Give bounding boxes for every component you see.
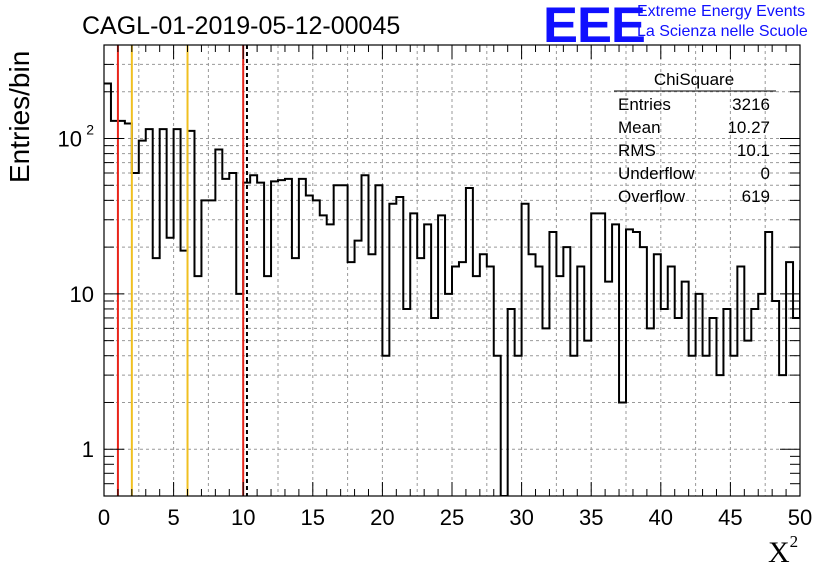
stats-label: Underflow [618, 164, 695, 183]
stats-value: 10.27 [727, 118, 770, 137]
stats-value: 10.1 [737, 141, 770, 160]
histogram-line [104, 82, 800, 496]
y-axis-label: Entries/bin [4, 50, 35, 183]
x-tick-label: 45 [718, 505, 742, 530]
x-tick-label: 40 [649, 505, 673, 530]
stats-label: Entries [618, 95, 671, 114]
logo-line-2: La Scienza nelle Scuole [637, 23, 808, 40]
eee-logo-mark: EEE [543, 0, 646, 53]
x-tick-label: 15 [301, 505, 325, 530]
y-tick-label-sup: 2 [86, 122, 94, 138]
x-tick-label: 5 [167, 505, 179, 530]
y-tick-label: 1 [82, 437, 94, 462]
x-tick-label: 0 [98, 505, 110, 530]
x-tick-label: 10 [231, 505, 255, 530]
x-axis-label-base: X [768, 536, 790, 569]
x-tick-label: 20 [370, 505, 394, 530]
x-axis-label-sup: 2 [789, 532, 799, 551]
stats-value: 3216 [732, 95, 770, 114]
x-tick-label: 30 [509, 505, 533, 530]
stats-label: Overflow [618, 187, 686, 206]
x-tick-label: 35 [579, 505, 603, 530]
y-tick-label: 10 [70, 282, 94, 307]
stats-title: ChiSquare [654, 70, 734, 89]
x-tick-label: 50 [788, 505, 812, 530]
y-tick-label: 10 [58, 127, 82, 152]
stats-value: 0 [761, 164, 770, 183]
stats-label: RMS [618, 141, 656, 160]
x-axis-label: X2 [768, 532, 798, 570]
stats-value: 619 [742, 187, 770, 206]
x-tick-label: 25 [440, 505, 464, 530]
stats-label: Mean [618, 118, 661, 137]
chart-title: CAGL-01-2019-05-12-00045 [82, 12, 401, 40]
logo-line-1: Extreme Energy Events [637, 3, 806, 20]
